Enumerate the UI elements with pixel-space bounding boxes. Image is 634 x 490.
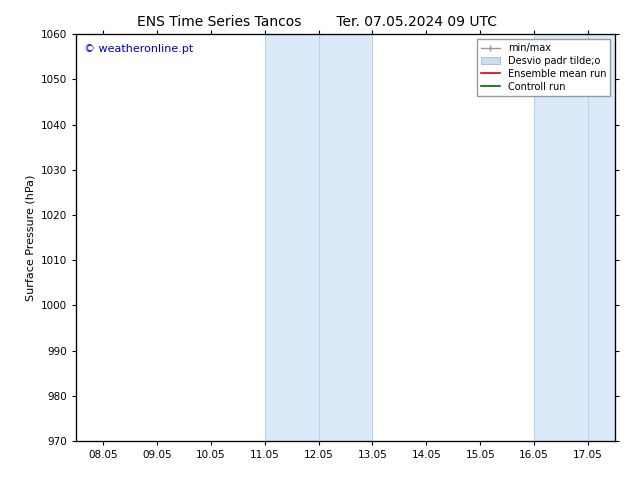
Text: ENS Time Series Tancos        Ter. 07.05.2024 09 UTC: ENS Time Series Tancos Ter. 07.05.2024 0…: [137, 15, 497, 29]
Bar: [265, 34, 373, 441]
Text: © weatheronline.pt: © weatheronline.pt: [84, 45, 193, 54]
Bar: [534, 34, 615, 441]
Y-axis label: Surface Pressure (hPa): Surface Pressure (hPa): [25, 174, 36, 301]
Legend: min/max, Desvio padr tilde;o, Ensemble mean run, Controll run: min/max, Desvio padr tilde;o, Ensemble m…: [477, 39, 610, 96]
